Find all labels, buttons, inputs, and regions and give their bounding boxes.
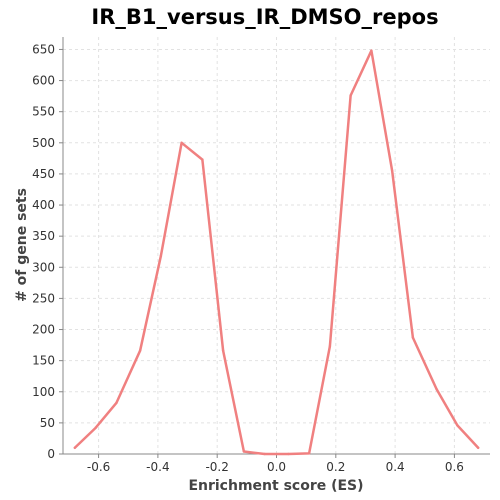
data-point — [159, 254, 163, 258]
data-point — [287, 452, 290, 456]
data-point — [201, 158, 204, 161]
y-tick-label: 500 — [32, 136, 55, 150]
y-tick-label: 250 — [32, 291, 55, 305]
chart-title: IR_B1_versus_IR_DMSO_repos — [91, 5, 438, 29]
data-point — [456, 424, 459, 427]
y-tick-label: 350 — [32, 229, 55, 243]
x-tick-label: 0.4 — [386, 460, 405, 474]
y-axis-label: # of gene sets — [14, 188, 30, 302]
data-point — [263, 452, 266, 456]
data-point — [242, 450, 246, 453]
data-point — [221, 349, 225, 352]
x-tick-label: -0.4 — [146, 460, 169, 474]
tick-labels: 0 50 100 150 200 250 300 350 400 450 500 550 600 650 -… — [32, 42, 464, 474]
x-tick-label: -0.2 — [205, 460, 228, 474]
y-tick-label: 50 — [40, 416, 55, 430]
data-point — [73, 446, 77, 449]
y-tick-label: 150 — [32, 354, 55, 368]
data-point — [180, 141, 183, 145]
y-tick-label: 550 — [32, 105, 55, 119]
data-point — [349, 94, 352, 97]
x-tick-label: 0.0 — [267, 460, 286, 474]
series-line — [73, 49, 480, 456]
y-tick-label: 450 — [32, 167, 55, 181]
y-tick-label: 400 — [32, 198, 55, 212]
data-point — [94, 426, 97, 430]
y-tick-label: 100 — [32, 385, 55, 399]
data-point — [115, 401, 118, 405]
grid — [63, 37, 490, 455]
x-tick-label: 0.2 — [326, 460, 345, 474]
data-point — [435, 388, 438, 391]
data-point — [138, 349, 142, 352]
data-point — [390, 169, 394, 173]
y-tick-label: 600 — [32, 74, 55, 88]
y-tick-label: 200 — [32, 323, 55, 337]
y-tick-label: 650 — [32, 42, 55, 56]
x-tick-label: 0.6 — [445, 460, 464, 474]
y-tick-label: 300 — [32, 260, 55, 274]
x-tick-label: -0.6 — [87, 460, 110, 474]
data-point — [307, 452, 311, 455]
data-point — [370, 49, 373, 52]
series-layer — [73, 49, 480, 456]
data-point — [411, 336, 415, 339]
x-axis-label: Enrichment score (ES) — [188, 478, 363, 494]
data-point — [476, 446, 480, 449]
data-point — [328, 345, 332, 348]
y-tick-label: 0 — [47, 447, 55, 461]
